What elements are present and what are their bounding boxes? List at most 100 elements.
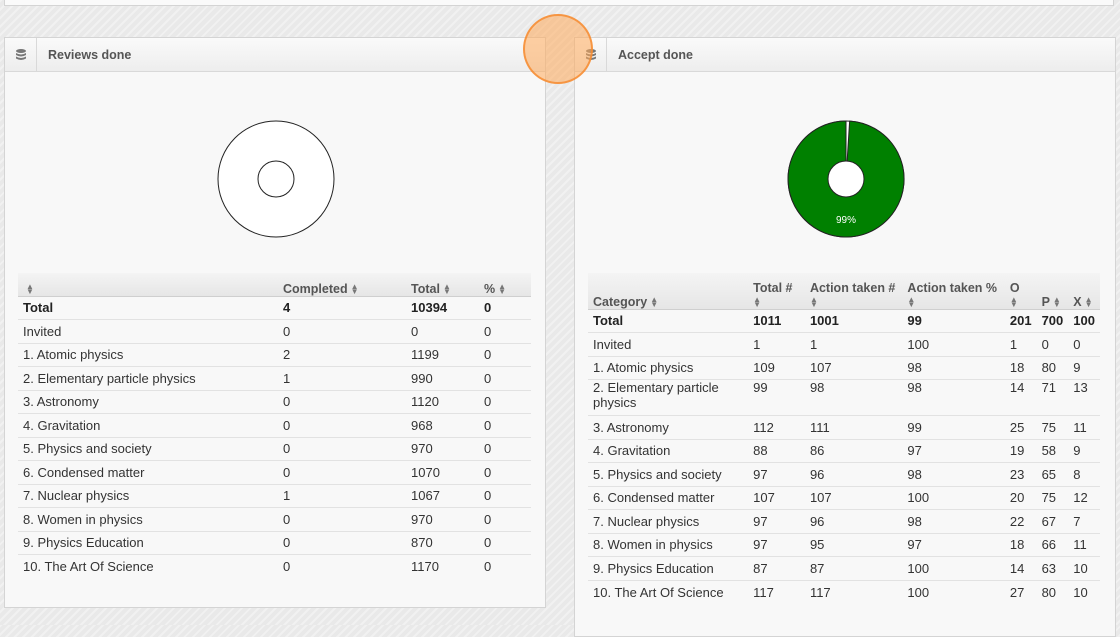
table-cell: 1199: [406, 342, 479, 367]
table-cell: 1: [278, 483, 406, 508]
row-label: 7. Nuclear physics: [588, 509, 749, 533]
table-cell: 1011: [748, 308, 805, 333]
column-header-action-taken-percent[interactable]: Action taken % ▲ ▼: [902, 273, 1005, 310]
column-header-name[interactable]: ▲ ▼: [18, 273, 278, 296]
table-cell: 970: [406, 436, 479, 461]
table-cell: 0: [479, 319, 531, 343]
table-row: 4. Gravitation 88 86 97 19 58 9: [588, 438, 1100, 463]
table-cell: 98: [902, 462, 1005, 486]
table-row: Invited 1 1 100 1 0 0: [588, 332, 1100, 356]
table-cell: 1: [748, 332, 805, 356]
table-cell: 1: [1004, 332, 1037, 356]
table-cell: 65: [1036, 462, 1069, 486]
column-header-o[interactable]: O ▲ ▼: [1004, 273, 1037, 310]
row-label: 2. Elementary particle physics: [18, 366, 278, 390]
table-cell: 7: [1068, 509, 1100, 533]
table-cell: 0: [479, 413, 531, 437]
table-cell: 98: [804, 379, 903, 416]
table-cell: 0: [479, 366, 531, 390]
panel-title: Accept done: [618, 48, 694, 62]
donut-percent-label: 99%: [836, 215, 856, 226]
table-cell: 87: [748, 556, 805, 580]
table-cell: 27: [1004, 579, 1037, 604]
column-header-total[interactable]: Total ▲ ▼: [406, 273, 479, 296]
table-cell: 22: [1004, 509, 1037, 533]
table-cell: 970: [406, 507, 479, 531]
sort-icon[interactable]: ▲ ▼: [809, 295, 818, 310]
table-cell: 18: [1004, 532, 1037, 557]
table-cell: 14: [1004, 379, 1037, 416]
column-header-total[interactable]: Total # ▲ ▼: [748, 273, 805, 309]
table-cell: 0: [479, 483, 531, 508]
sort-icon[interactable]: ▲ ▼: [1052, 295, 1061, 310]
table-cell: 20: [1004, 485, 1037, 510]
table-cell: 99: [902, 415, 1005, 439]
donut-hole: [827, 160, 865, 198]
row-label: 6. Condensed matter: [18, 460, 278, 484]
table-cell: 1001: [804, 308, 903, 333]
table-cell: 1170: [406, 554, 479, 578]
table-cell: 11: [1068, 532, 1100, 557]
sort-icon[interactable]: ▲ ▼: [1084, 295, 1093, 310]
table-cell: 12: [1068, 485, 1100, 510]
sort-icon[interactable]: ▲ ▼: [907, 295, 916, 310]
sort-icon[interactable]: ▲ ▼: [350, 282, 359, 297]
table-row: 7. Nuclear physics 97 96 98 22 67 7: [588, 509, 1100, 533]
column-header-percent[interactable]: % ▲ ▼: [479, 273, 531, 296]
sort-icon[interactable]: ▲ ▼: [26, 282, 34, 297]
column-header-p[interactable]: P ▲ ▼: [1036, 273, 1069, 310]
table-cell: 87: [804, 556, 903, 580]
table-cell: 63: [1036, 556, 1069, 580]
table-row: 10. The Art Of Science 117 117 100 27 80 10: [588, 579, 1100, 604]
row-label: 5. Physics and society: [588, 462, 749, 486]
table-row: 3. Astronomy 0 1120 0: [18, 389, 531, 414]
database-icon: [5, 38, 37, 71]
table-cell: 0: [479, 342, 531, 367]
column-header-completed[interactable]: Completed ▲ ▼: [278, 273, 406, 296]
row-label: 4. Gravitation: [588, 438, 749, 463]
sort-icon[interactable]: ▲ ▼: [753, 295, 762, 310]
column-header-category[interactable]: Category ▲ ▼: [588, 273, 749, 310]
sort-icon[interactable]: ▲ ▼: [498, 282, 507, 297]
table-cell: 700: [1036, 308, 1069, 333]
table-row: 10. The Art Of Science 0 1170 0: [18, 554, 531, 578]
table-cell: 99: [748, 379, 805, 416]
sort-icon[interactable]: ▲ ▼: [650, 295, 659, 310]
table-cell: 0: [278, 389, 406, 414]
table-row: 6. Condensed matter 107 107 100 20 75 12: [588, 485, 1100, 510]
table-cell: 0: [479, 530, 531, 555]
table-cell: 25: [1004, 415, 1037, 439]
row-label: 7. Nuclear physics: [18, 483, 278, 508]
table-cell: 98: [902, 509, 1005, 533]
table-total-row: Total 1011 1001 99 201 700 100: [588, 308, 1100, 333]
accept-done-panel: Accept done 99% Category ▲ ▼ Total # ▲ ▼ Act…: [574, 37, 1116, 637]
table-cell: 11: [1068, 415, 1100, 439]
table-row: 2. Elementary particle physics 1 990 0: [18, 366, 531, 390]
previous-panel-edge: [4, 0, 1114, 6]
table-cell: 117: [804, 579, 903, 604]
sort-icon[interactable]: ▲ ▼: [1009, 295, 1018, 310]
table-row: 9. Physics Education 0 870 0: [18, 530, 531, 555]
table-cell: 23: [1004, 462, 1037, 486]
table-cell: 968: [406, 413, 479, 437]
row-label: 8. Women in physics: [588, 532, 749, 557]
table-cell: 86: [804, 438, 903, 463]
table-cell: 107: [804, 485, 903, 510]
table-cell: 100: [902, 485, 1005, 510]
row-label: 8. Women in physics: [18, 507, 278, 531]
table-cell: 97: [902, 438, 1005, 463]
accept-donut-chart: 99%: [787, 120, 905, 238]
table-cell: 107: [748, 485, 805, 510]
table-cell: 109: [748, 355, 805, 380]
table-cell: 0: [278, 507, 406, 531]
table-cell: 97: [748, 532, 805, 557]
table-cell: 75: [1036, 485, 1069, 510]
table-cell: 2: [278, 342, 406, 367]
table-cell: 0: [1068, 332, 1100, 356]
sort-icon[interactable]: ▲ ▼: [442, 282, 451, 297]
table-row: 7. Nuclear physics 1 1067 0: [18, 483, 531, 508]
row-label: 5. Physics and society: [18, 436, 278, 461]
table-cell: 100: [1068, 308, 1100, 333]
column-header-action-taken-count[interactable]: Action taken # ▲ ▼: [804, 273, 903, 310]
column-header-x[interactable]: X ▲ ▼: [1068, 273, 1100, 309]
